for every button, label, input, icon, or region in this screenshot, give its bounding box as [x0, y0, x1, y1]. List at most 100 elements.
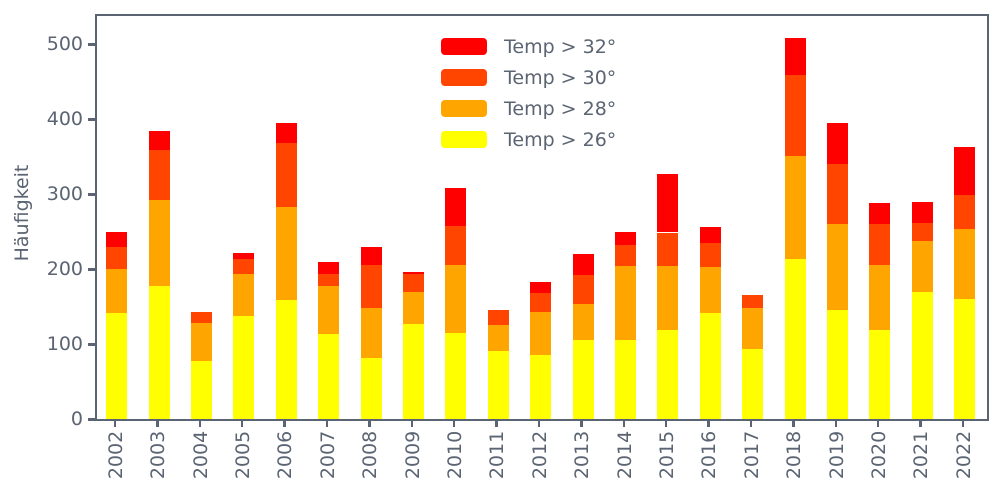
legend-swatch-icon — [441, 100, 487, 117]
legend-swatch-icon — [441, 38, 487, 55]
bar-segment-2019 — [827, 164, 848, 225]
bar-segment-2008 — [360, 357, 382, 419]
legend-label: Temp > 32° — [504, 35, 617, 58]
bar-segment-2017 — [742, 308, 764, 350]
bar-segment-2014 — [615, 231, 636, 246]
bar-segment-2022 — [954, 195, 976, 229]
bar-segment-2012 — [530, 311, 552, 355]
bar-segment-2004 — [191, 323, 212, 361]
x-tick-label: 2002 — [104, 430, 127, 480]
bar-segment-2002 — [106, 247, 128, 270]
x-tick-label: 2016 — [698, 430, 721, 480]
bar-segment-2022 — [954, 299, 976, 419]
x-tick — [919, 419, 922, 427]
x-tick-label: 2012 — [528, 430, 551, 480]
legend: Temp > 32° Temp > 30° Temp > 28° Temp > 26° — [441, 31, 616, 155]
bar-segment-2013 — [572, 254, 594, 276]
bar-segment-2006 — [275, 142, 297, 208]
bar-segment-2009 — [403, 274, 424, 293]
bar-segment-2007 — [318, 286, 340, 335]
bar-segment-2014 — [615, 339, 636, 419]
x-tick-label: 2014 — [613, 430, 636, 480]
bar-segment-2021 — [911, 201, 933, 223]
bar-segment-2018 — [784, 156, 806, 260]
y-tick — [88, 43, 95, 46]
x-tick — [495, 419, 498, 427]
bar-segment-2012 — [530, 281, 552, 294]
y-tick — [88, 193, 95, 196]
bar-segment-2022 — [954, 228, 976, 300]
x-tick-label: 2015 — [655, 430, 678, 480]
bar-segment-2016 — [699, 313, 721, 419]
x-tick — [792, 419, 795, 427]
x-tick — [156, 419, 159, 427]
bar-segment-2005 — [233, 274, 255, 317]
x-tick — [452, 419, 456, 427]
x-tick — [664, 419, 668, 427]
x-tick — [580, 419, 583, 427]
y-axis-title: Häufigkeit — [11, 164, 33, 262]
bar-segment-2012 — [530, 354, 552, 419]
bar-segment-2021 — [911, 292, 933, 419]
x-tick — [240, 419, 244, 427]
bar-segment-2003 — [148, 199, 170, 287]
y-tick — [88, 268, 95, 271]
bar-segment-2012 — [530, 293, 552, 312]
bar-segment-2007 — [318, 262, 340, 274]
bar-segment-2015 — [657, 232, 679, 267]
x-tick-label: 2022 — [952, 430, 975, 480]
bar-segment-2017 — [742, 349, 764, 419]
bar-segment-2010 — [445, 225, 467, 266]
bar-segment-2017 — [742, 295, 764, 309]
bar-segment-2007 — [318, 273, 340, 287]
x-tick-label: 2007 — [316, 430, 339, 480]
bar-segment-2011 — [487, 324, 509, 351]
bar-segment-2019 — [827, 123, 848, 165]
bar-segment-2009 — [403, 323, 424, 419]
x-tick-label: 2009 — [401, 430, 424, 480]
y-tick-label: 500 — [46, 33, 83, 56]
x-tick-label: 2003 — [147, 430, 170, 480]
legend-entry: Temp > 28° — [441, 93, 616, 124]
bar-segment-2020 — [869, 264, 891, 330]
y-tick-label: 200 — [46, 258, 83, 281]
x-tick-label: 2020 — [867, 430, 890, 480]
bar-segment-2002 — [106, 231, 128, 248]
bar-segment-2010 — [445, 188, 467, 226]
bar-segment-2022 — [954, 147, 976, 196]
x-tick — [325, 419, 329, 427]
bar-segment-2006 — [275, 207, 297, 300]
legend-entry: Temp > 30° — [441, 62, 616, 93]
bar-segment-2016 — [699, 266, 721, 314]
x-tick — [622, 419, 625, 427]
bar-segment-2013 — [572, 303, 594, 340]
y-tick-label: 300 — [46, 183, 83, 206]
x-tick — [834, 419, 837, 427]
x-tick-label: 2018 — [783, 430, 806, 480]
bar-segment-2002 — [106, 269, 128, 314]
bar-segment-2008 — [360, 265, 382, 309]
y-tick-label: 0 — [70, 408, 83, 430]
x-tick — [749, 419, 753, 427]
bar-segment-2008 — [360, 308, 382, 358]
bar-segment-2009 — [403, 272, 424, 275]
bar-segment-2006 — [275, 123, 297, 143]
y-tick — [88, 418, 95, 421]
y-tick — [88, 118, 95, 121]
legend-label: Temp > 26° — [504, 128, 617, 151]
bar-segment-2003 — [148, 130, 170, 151]
y-tick-label: 100 — [46, 333, 83, 356]
bar-segment-2010 — [445, 265, 467, 333]
x-tick — [537, 419, 541, 427]
bar-segment-2005 — [233, 316, 255, 419]
bar-segment-2021 — [911, 222, 933, 241]
bar-segment-2005 — [233, 258, 255, 275]
bar-segment-2013 — [572, 275, 594, 304]
bar-segment-2010 — [445, 332, 467, 419]
x-tick-label: 2010 — [443, 430, 466, 480]
bar-segment-2004 — [191, 360, 212, 419]
bar-segment-2018 — [784, 75, 806, 157]
bar-segment-2008 — [360, 247, 382, 266]
x-tick — [283, 419, 286, 427]
x-tick-label: 2005 — [231, 430, 254, 480]
